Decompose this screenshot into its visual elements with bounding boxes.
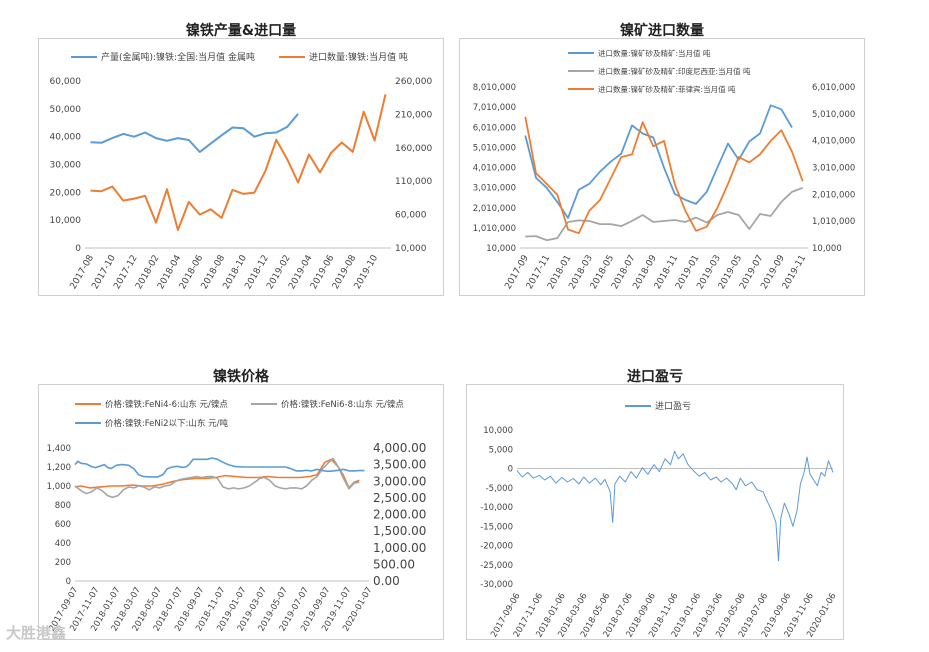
y-right-tick-label: 2,000.00 (373, 508, 426, 522)
y-left-tick-label: -25,000 (480, 561, 513, 571)
y-left-tick-label: -15,000 (480, 522, 513, 532)
legend-label: 产量(金属吨):镍铁:全国:当月值 金属吨 (101, 51, 255, 63)
y-left-tick-label: 0 (508, 465, 513, 475)
y-left-tick-label: 30,000 (50, 161, 82, 171)
y-left-tick-label: -30,000 (480, 580, 513, 590)
y-right-tick-label: 6,010,000 (812, 83, 855, 93)
y-left-tick-label: 10,000 (50, 216, 82, 226)
series-line (90, 113, 299, 153)
legend-label: 价格:镍铁:FeNi2以下:山东 元/吨 (105, 418, 228, 429)
watermark-logo: 大胜港鑫 (6, 624, 67, 642)
y-left-tick-label: 800 (55, 501, 71, 511)
y-left-tick-label: 8,010,000 (473, 83, 516, 93)
y-left-tick-label: 400 (55, 539, 71, 549)
y-right-tick-label: 3,500.00 (373, 458, 426, 472)
y-right-tick-label: 4,010,000 (812, 137, 855, 147)
y-right-tick-label: 4,000.00 (373, 441, 426, 455)
legend-label: 进口数量:镍矿砂及精矿:当月值 吨 (598, 48, 711, 58)
y-left-tick-label: 3,010,000 (473, 184, 516, 194)
y-right-tick-label: 1,500.00 (373, 524, 426, 538)
y-right-tick-label: 5,010,000 (812, 110, 855, 120)
y-right-tick-label: 60,000 (395, 211, 427, 221)
series-line (74, 458, 360, 489)
y-left-tick-label: 5,010,000 (473, 143, 516, 153)
chart-title: 镍矿进口数量 (620, 23, 704, 39)
chart-svg-ferronickel-output-import: 产量(金属吨):镍铁:全国:当月值 金属吨 进口数量:镍铁:当月值 吨 0 10,00… (50, 51, 433, 291)
y-left-tick-label: 200 (55, 558, 71, 568)
y-right-tick-label: 260,000 (395, 77, 432, 87)
chart-panel-ferronickel-price: 镍铁价格 价格:镍铁:FeNi4-6:山东 元/镍点 价格:镍铁:FeNi6-8:… (38, 362, 444, 642)
series-line (90, 94, 387, 231)
legend-label: 进口数量:镍矿砂及精矿:菲律宾:当月值 吨 (598, 84, 736, 94)
y-right-tick-label: 1,000.00 (373, 541, 426, 555)
legend-label: 价格:镍铁:FeNi4-6:山东 元/镍点 (105, 399, 228, 410)
series-line (524, 104, 793, 219)
series-line (516, 450, 834, 562)
chart-svg-import-profit-loss: 进口盈亏 -30,000 -25,000 -20,000 -15,000 -10,000 -… (480, 401, 838, 639)
y-right-tick-label: 3,010,000 (812, 164, 855, 174)
chart-frame: 进口数量:镍矿砂及精矿:当月值 吨进口数量:镍矿砂及精矿:印度尼西亚:当月值 吨… (459, 38, 865, 296)
y-left-tick-label: 4,010,000 (473, 164, 516, 174)
y-right-tick-label: 10,000 (395, 244, 427, 254)
y-left-tick-label: 1,400 (47, 444, 71, 454)
chart-title: 镍铁产量&进口量 (185, 23, 297, 39)
chart-frame: 进口盈亏 -30,000 -25,000 -20,000 -15,000 -10,000 -… (466, 384, 844, 640)
y-right-tick-label: 110,000 (395, 177, 432, 187)
legend-label: 进口数量:镍矿砂及精矿:印度尼西亚:当月值 吨 (598, 66, 751, 76)
series-line (74, 457, 365, 478)
y-right-tick-label: 2,010,000 (812, 190, 855, 200)
y-left-tick-label: 0 (75, 244, 81, 254)
chart-panel-ferronickel-output-import: 镍铁产量&进口量 产量(金属吨):镍铁:全国:当月值 金属吨 进口数量:镍铁:当月… (38, 16, 444, 298)
chart-frame: 产量(金属吨):镍铁:全国:当月值 金属吨 进口数量:镍铁:当月值 吨 0 10,00… (38, 38, 444, 296)
y-right-tick-label: 500.00 (373, 557, 415, 571)
series-line (525, 186, 804, 242)
y-left-tick-label: 6,010,000 (473, 123, 516, 133)
y-left-tick-label: -5,000 (486, 484, 513, 494)
legend-label: 价格:镍铁:FeNi6-8:山东 元/镍点 (281, 399, 404, 410)
y-left-tick-label: 20,000 (50, 188, 82, 198)
series-line (524, 116, 804, 235)
y-left-tick-label: 0 (66, 577, 71, 587)
y-left-tick-label: 10,000 (483, 426, 513, 436)
y-right-tick-label: 0.00 (373, 574, 400, 588)
y-right-tick-label: 3,000.00 (373, 474, 426, 488)
y-left-tick-label: 10,000 (486, 244, 516, 254)
y-right-tick-label: 10,000 (812, 244, 842, 254)
y-left-tick-label: 2,010,000 (473, 204, 516, 214)
y-left-tick-label: 1,200 (47, 463, 71, 473)
series-line (74, 457, 360, 499)
y-left-tick-label: 1,010,000 (473, 224, 516, 234)
legend-label: 进口盈亏 (655, 401, 691, 412)
chart-panel-import-profit-loss: 进口盈亏 进口盈亏 -30,000 -25,000 -20,000 -15,000 -10… (466, 362, 844, 642)
y-left-tick-label: 5,000 (489, 445, 513, 455)
chart-title: 进口盈亏 (627, 369, 683, 385)
chart-frame: 价格:镍铁:FeNi4-6:山东 元/镍点 价格:镍铁:FeNi6-8:山东 元/… (38, 384, 444, 640)
chart-svg-ferronickel-price: 价格:镍铁:FeNi4-6:山东 元/镍点 价格:镍铁:FeNi6-8:山东 元/… (47, 399, 427, 633)
y-right-tick-label: 210,000 (395, 110, 432, 120)
y-right-tick-label: 160,000 (395, 144, 432, 154)
y-left-tick-label: -10,000 (480, 503, 513, 513)
y-left-tick-label: 600 (55, 520, 71, 530)
y-right-tick-label: 1,010,000 (812, 217, 855, 227)
y-left-tick-label: 40,000 (50, 133, 82, 143)
chart-title: 镍铁价格 (213, 369, 269, 385)
y-left-tick-label: 7,010,000 (473, 103, 516, 113)
y-left-tick-label: 60,000 (50, 77, 82, 87)
y-left-tick-label: 50,000 (50, 105, 82, 115)
y-left-tick-label: 1,000 (47, 482, 71, 492)
legend-label: 进口数量:镍铁:当月值 吨 (309, 51, 408, 63)
chart-panel-nickel-ore-import: 镍矿进口数量 进口数量:镍矿砂及精矿:当月值 吨进口数量:镍矿砂及精矿:印度尼西… (459, 16, 865, 298)
y-left-tick-label: -20,000 (480, 542, 513, 552)
y-right-tick-label: 2,500.00 (373, 491, 426, 505)
